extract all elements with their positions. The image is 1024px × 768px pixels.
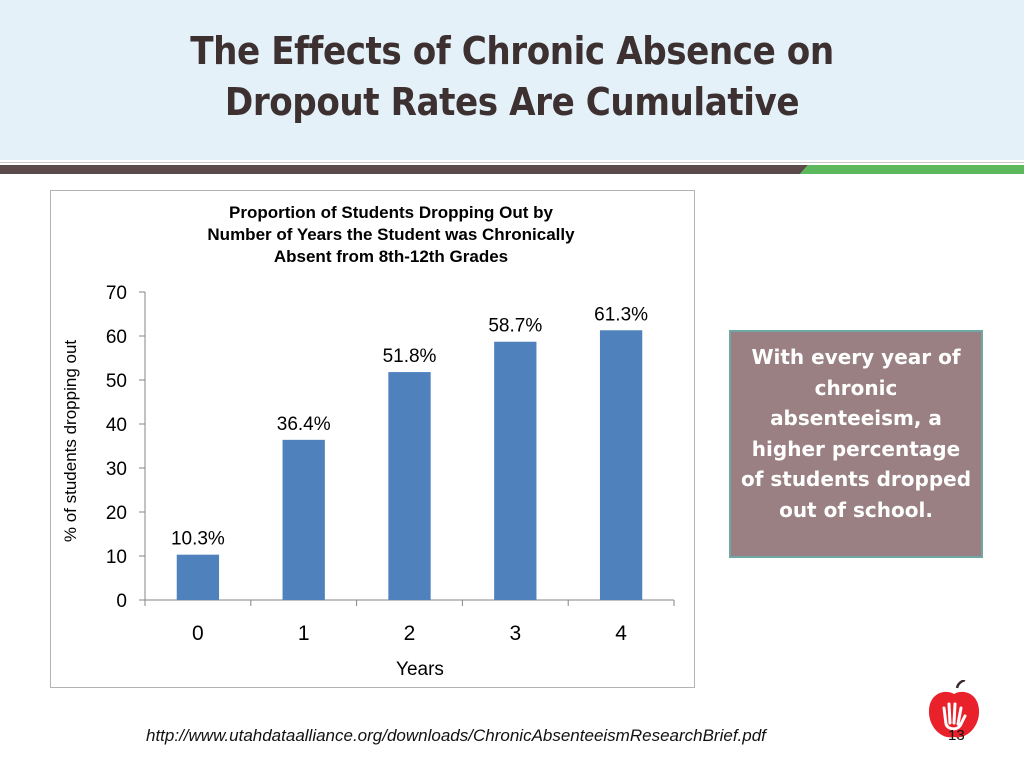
y-tick-label: 50 bbox=[106, 371, 127, 392]
source-link[interactable]: http://www.utahdataalliance.org/download… bbox=[146, 726, 766, 745]
data-label-0: 10.3% bbox=[171, 529, 225, 550]
band-green-stripe bbox=[800, 165, 1024, 174]
y-tick-label: 10 bbox=[106, 547, 127, 568]
chart-title-line-2: Number of Years the Student was Chronica… bbox=[207, 225, 575, 244]
slide-title: The Effects of Chronic Absence on Dropou… bbox=[51, 26, 973, 128]
x-tick-label: 0 bbox=[192, 622, 204, 645]
band-thin-line bbox=[0, 162, 1024, 163]
y-tick-label: 30 bbox=[106, 459, 127, 480]
bar-3 bbox=[494, 341, 537, 600]
x-tick-label: 4 bbox=[615, 622, 627, 645]
y-tick-label: 20 bbox=[106, 503, 127, 524]
data-label-4: 61.3% bbox=[594, 304, 648, 325]
slide-title-line-2: Dropout Rates Are Cumulative bbox=[224, 80, 800, 124]
chart-title: Proportion of Students Dropping Out by Nu… bbox=[207, 203, 575, 266]
page-number: 13 bbox=[948, 727, 965, 744]
y-axis: 0 10 20 30 40 50 60 70 bbox=[106, 283, 146, 612]
x-tick-label: 2 bbox=[404, 622, 416, 645]
data-labels: 10.3% 36.4% 51.8% 58.7% 61.3% bbox=[171, 304, 648, 549]
data-label-2: 51.8% bbox=[383, 346, 437, 367]
y-tick-label: 0 bbox=[116, 591, 127, 612]
slide-title-line-1: The Effects of Chronic Absence on bbox=[190, 29, 834, 73]
y-axis-label: % of students dropping out bbox=[61, 340, 80, 543]
x-axis: 0 1 2 3 4 bbox=[144, 599, 675, 645]
apple-hand-logo-icon bbox=[928, 680, 980, 738]
y-tick-label: 60 bbox=[106, 327, 127, 348]
bar-0 bbox=[176, 554, 220, 600]
x-axis-label: Years bbox=[396, 659, 444, 680]
x-tick-label: 3 bbox=[509, 622, 521, 645]
x-tick-label: 1 bbox=[298, 622, 310, 645]
header-divider-band bbox=[0, 162, 1024, 174]
bar-chart: Proportion of Students Dropping Out by Nu… bbox=[61, 203, 675, 680]
data-label-3: 58.7% bbox=[488, 316, 542, 337]
data-label-1: 36.4% bbox=[277, 414, 331, 435]
bar-4 bbox=[599, 330, 643, 600]
bar-2 bbox=[388, 372, 431, 600]
y-tick-label: 70 bbox=[106, 283, 127, 304]
chart-title-line-1: Proportion of Students Dropping Out by bbox=[229, 203, 553, 222]
callout-text: With every year of chronic absenteeism, … bbox=[740, 345, 972, 522]
bar-1 bbox=[282, 439, 325, 600]
chart-title-line-3: Absent from 8th-12th Grades bbox=[274, 247, 508, 266]
bars bbox=[176, 330, 643, 600]
slide-header bbox=[0, 0, 1024, 160]
callout-box: With every year of chronic absenteeism, … bbox=[729, 330, 983, 558]
chart-frame: Proportion of Students Dropping Out by Nu… bbox=[50, 190, 695, 688]
band-dark-stripe bbox=[0, 165, 808, 174]
y-tick-label: 40 bbox=[106, 415, 127, 436]
